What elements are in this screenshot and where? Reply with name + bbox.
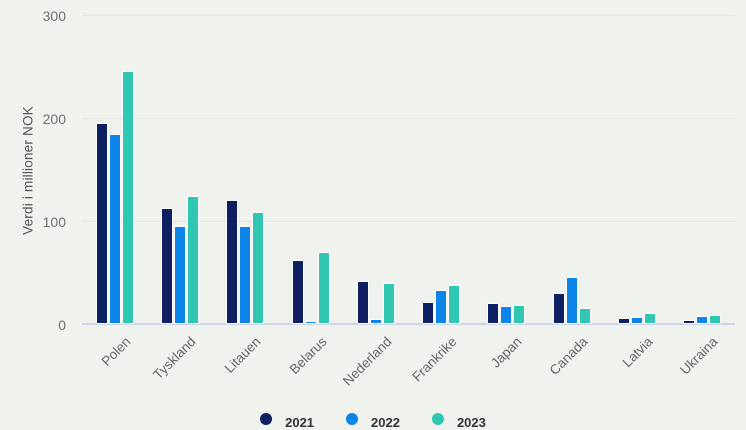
bar-2021-japan[interactable]: [487, 303, 500, 324]
bar-2022-canada[interactable]: [565, 276, 578, 324]
bar-2021-frankrike[interactable]: [422, 302, 435, 324]
bar-2022-frankrike[interactable]: [435, 290, 448, 324]
bar-2022-tyskland[interactable]: [173, 226, 186, 324]
gridline: [82, 15, 735, 16]
bar-2021-tyskland[interactable]: [160, 207, 173, 324]
y-tick-label: 100: [42, 213, 66, 230]
bar-2021-latvia[interactable]: [618, 317, 631, 324]
bar-2021-canada[interactable]: [552, 293, 565, 324]
bar-2023-ukraina[interactable]: [709, 314, 722, 324]
bar-2023-belarus[interactable]: [317, 251, 330, 324]
bar-2022-litauen[interactable]: [239, 226, 252, 324]
legend-label: 2021: [285, 415, 315, 430]
gridline: [82, 221, 735, 222]
bar-2021-litauen[interactable]: [226, 200, 239, 324]
gridline: [82, 118, 735, 119]
bar-2022-ukraina[interactable]: [696, 315, 709, 324]
bar-2022-latvia[interactable]: [631, 316, 644, 324]
legend-item-2021[interactable]: 2021: [260, 413, 314, 430]
bar-2021-polen[interactable]: [95, 123, 108, 324]
legend-item-2023[interactable]: 2023: [431, 413, 486, 430]
x-axis-line: [82, 323, 735, 325]
bar-2022-japan[interactable]: [500, 306, 513, 324]
bar-2021-ukraina[interactable]: [683, 319, 696, 324]
legend-item-2022[interactable]: 2022: [346, 413, 400, 430]
legend-label: 2022: [371, 415, 400, 430]
bar-2021-nederland[interactable]: [356, 280, 369, 324]
legend: 2021 2022 2023: [0, 413, 746, 430]
bar-2022-polen[interactable]: [108, 134, 121, 324]
bar-2023-latvia[interactable]: [644, 312, 657, 324]
y-axis-title: Verdi i millioner NOK: [20, 106, 36, 235]
bar-2023-frankrike[interactable]: [448, 284, 461, 324]
bar-2023-canada[interactable]: [578, 307, 591, 324]
legend-marker-icon: [260, 413, 273, 425]
y-tick-label: 200: [42, 110, 66, 127]
bar-2023-japan[interactable]: [513, 305, 526, 324]
bar-2023-polen[interactable]: [121, 70, 134, 324]
legend-marker-icon: [346, 413, 359, 425]
legend-marker-icon: [431, 413, 444, 425]
y-tick-label: 300: [42, 7, 66, 24]
bar-2023-tyskland[interactable]: [186, 196, 199, 324]
bar-2023-litauen[interactable]: [252, 211, 265, 324]
y-tick-label: 0: [58, 316, 66, 333]
bar-2021-belarus[interactable]: [291, 260, 304, 324]
bar-2022-belarus[interactable]: [304, 320, 317, 324]
legend-label: 2023: [456, 415, 486, 430]
bar-2022-nederland[interactable]: [369, 318, 382, 324]
bar-2023-nederland[interactable]: [382, 282, 395, 324]
bar-chart: Verdi i millioner NOK 0 100 200 300 Polen Ty…: [20, 7, 735, 430]
